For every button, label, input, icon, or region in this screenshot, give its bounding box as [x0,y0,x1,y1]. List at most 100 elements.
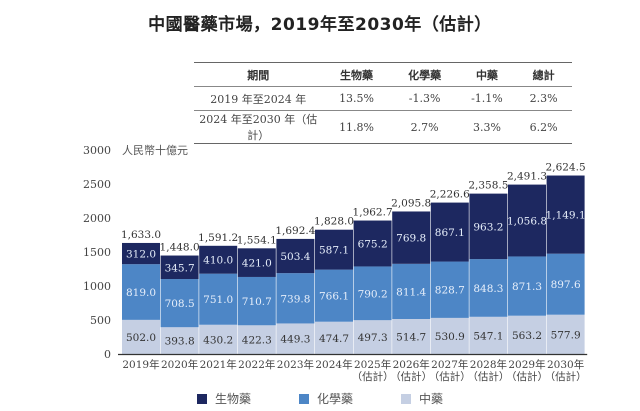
legend-item-biologics: 生物藥 [196,390,251,407]
bar-segment [237,325,276,354]
cell-tcm: -1.1% [471,92,503,105]
x-tick-label: 2030年 [547,358,584,371]
x-tick-label: （估計） [429,370,471,383]
bar-value-label: 530.9 [435,331,465,343]
bar-value-label: 710.7 [242,296,272,308]
bar-value-label: 708.5 [165,298,195,310]
bar-value-label: 1,056.8 [507,216,547,228]
x-tick-label: 2024年 [315,358,352,371]
bar-value-label: 430.2 [203,334,233,346]
bar-segment [237,276,276,326]
y-tick-label: 2500 [83,178,111,191]
bar-value-label: 766.1 [319,291,349,303]
legend: 生物藥 化學藥 中藥 [0,390,640,407]
bar-value-label: 897.6 [551,279,581,291]
header-period: 期間 [247,68,270,82]
bar-segment [122,242,160,265]
bar-value-label: 963.2 [473,221,503,233]
bar-value-label: 502.0 [126,332,156,344]
x-tick-label: 2028年 [470,358,507,371]
x-tick-label: 2023年 [277,358,314,371]
x-tick-label: 2025年 [354,358,391,371]
bar-segment [122,319,160,354]
header-tcm: 中藥 [475,68,498,82]
bar-value-label: 871.3 [512,281,542,293]
x-tick-label: 2019年 [122,358,159,371]
legend-swatch-chemical [298,393,309,404]
bar-value-label: 828.7 [435,285,465,297]
bar-segment [199,324,238,354]
bar-value-label: 675.2 [358,238,388,250]
bar-total-label: 2,624.5 [546,162,586,174]
bar-total-label: 2,095.8 [391,197,431,209]
chart-title: 中國醫藥市場，2019年至2030年（估計） [148,15,492,35]
legend-swatch-tcm [401,393,411,404]
bar-total-label: 1,692.4 [275,225,315,237]
bar-segment [392,263,431,320]
bar-value-label: 312.0 [126,249,156,261]
growth-rate-table: 期間 生物藥 化學藥 中藥 總計 2019 年至2024 年 13.5% -1.… [194,62,572,144]
bar-value-label: 497.3 [358,332,388,344]
header-total: 總計 [532,68,555,82]
bar-segment [430,261,469,318]
x-tick-label: 2022年 [238,358,275,371]
cell-total: 2.3% [529,92,558,105]
bar-value-label: 547.1 [473,330,503,342]
bar-value-label: 421.0 [242,258,272,270]
table-header-row: 期間 生物藥 化學藥 中藥 總計 [194,62,572,87]
legend-label-biologics: 生物藥 [214,392,251,406]
bar-total-label: 2,358.5 [468,180,508,192]
bar-segment [276,323,315,354]
bar-total-label: 2,491.3 [507,171,547,183]
bar-value-label: 739.8 [280,293,310,305]
bar-value-label: 514.7 [396,332,426,344]
bar-value-label: 449.3 [280,334,310,346]
legend-swatch-biologics [196,393,207,404]
x-tick-label: 2026年 [393,358,430,371]
bar-segment [315,229,353,270]
bar-value-label: 393.8 [165,336,195,348]
bar-total-label: 2,226.6 [430,189,470,201]
bar-total-label: 1,591.2 [198,232,238,244]
x-tick-label: 2020年 [161,358,198,371]
bar-segment [199,245,238,274]
cell-period: 2019 年至2024 年 [210,92,307,106]
bar-value-label: 811.4 [396,286,426,298]
header-biologics: 生物藥 [340,68,374,82]
bar-value-label: 503.4 [280,251,310,263]
bar-segment [508,256,546,316]
bar-segment [276,238,315,274]
bar-segment [546,175,585,254]
bar-value-label: 345.7 [165,262,195,274]
bar-value-label: 751.0 [203,294,233,306]
cell-biologics: 13.5% [339,92,375,105]
cell-biologics: 11.8% [339,120,375,134]
bar-segment [546,314,585,354]
y-tick-label: 0 [104,348,111,361]
bar-segment [430,202,469,262]
x-tick-label: （估計） [467,370,509,383]
bar-value-label: 474.7 [319,333,349,345]
bar-segment [237,248,276,277]
bar-value-label: 577.9 [551,329,581,341]
bar-segment [276,273,315,324]
bar-value-label: 1,149.1 [546,210,586,222]
cell-period: 2024 年至2030 年（估計） [199,113,318,142]
bar-segment [315,321,353,354]
y-tick-label: 1000 [83,280,111,293]
bar-segment [546,253,585,315]
y-axis-label: 人民幣十億元 [122,143,188,157]
bar-value-label: 848.3 [473,283,503,295]
bar-segment [430,317,469,354]
bar-segment [469,316,508,354]
cell-tcm: 3.3% [472,120,501,134]
table-row: 2019 年至2024 年 13.5% -1.3% -1.1% 2.3% [194,87,572,111]
x-tick-label: （估計） [545,370,587,383]
bar-total-label: 1,633.0 [121,229,161,241]
bar-total-label: 1,962.7 [353,207,393,219]
bar-value-label: 867.1 [435,227,465,239]
bar-segment [315,269,353,322]
legend-item-tcm: 中藥 [401,390,443,407]
x-tick-label: 2027年 [431,358,468,371]
